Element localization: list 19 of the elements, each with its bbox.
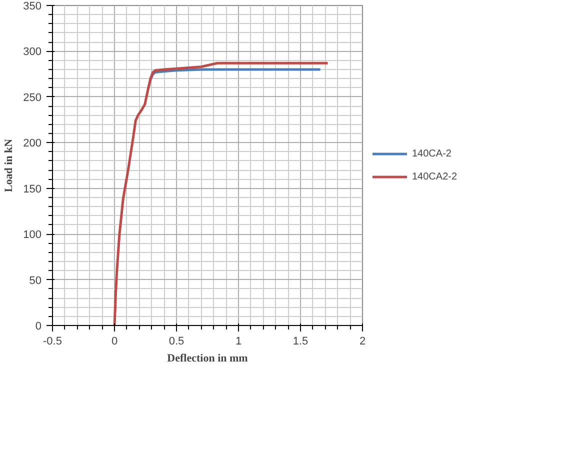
y-tick-label: 50 [29,274,42,287]
y-axis-title: Load in kN [3,138,16,192]
x-tick-label: 1.5 [292,336,308,348]
x-tick-label: 2 [359,336,366,348]
legend-label: 140CA-2 [412,148,452,159]
y-tick-label: 250 [23,92,42,104]
x-tick-label: 0 [111,336,118,348]
y-tick-label: 100 [23,229,42,242]
x-tick-label: 1 [235,336,242,348]
line-series [113,62,330,326]
legend-label: 140CA2-2 [412,171,458,182]
y-tick-label: 300 [23,46,42,58]
x-axis-title: Deflection in mm [167,352,248,364]
y-tick-label: 150 [23,183,42,196]
x-tick-label: 0.5 [168,336,184,348]
x-tick-label: -0.5 [43,336,62,348]
y-tick-label: 350 [23,0,42,12]
y-tick-label: 200 [23,138,42,150]
y-tick-label: 0 [35,320,42,332]
